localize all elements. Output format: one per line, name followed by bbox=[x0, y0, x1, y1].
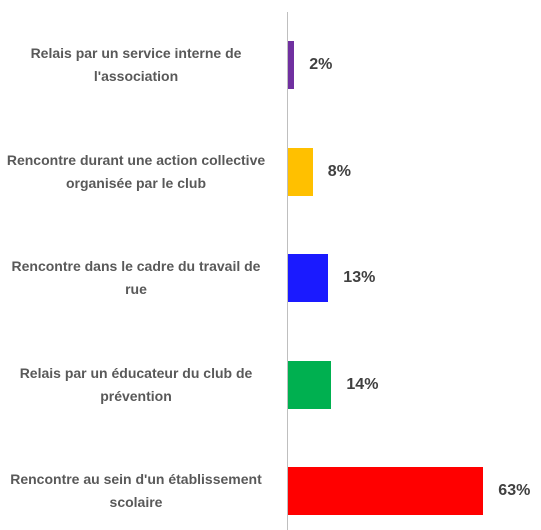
category-label: Relais par un éducateur du club de préve… bbox=[19, 364, 253, 404]
value-label: 2% bbox=[309, 56, 333, 73]
bar bbox=[288, 41, 295, 89]
bar bbox=[288, 147, 313, 196]
value-label: 63% bbox=[498, 482, 531, 499]
value-label: 13% bbox=[343, 269, 376, 286]
category-axis bbox=[287, 12, 288, 530]
value-label: 8% bbox=[327, 162, 351, 180]
bar bbox=[288, 254, 329, 302]
category-label: Rencontre durant une action collective o… bbox=[6, 151, 266, 191]
category-label: Rencontre au sein d'un établissement sco… bbox=[10, 471, 262, 510]
category-label: Relais par un service interne de l'assoc… bbox=[30, 45, 242, 84]
category-label: Rencontre dans le cadre du travail de ru… bbox=[11, 258, 261, 297]
value-label: 14% bbox=[346, 375, 379, 393]
bar bbox=[288, 360, 332, 409]
bar bbox=[288, 467, 484, 515]
